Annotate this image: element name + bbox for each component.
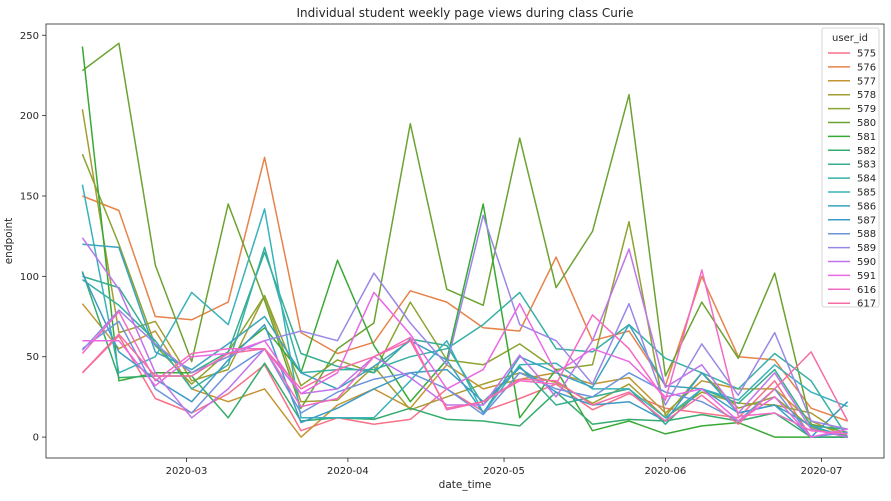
- series-line-578: [81, 109, 849, 438]
- legend-label-584: 584: [857, 174, 876, 185]
- series-line-579: [81, 153, 848, 438]
- series-line-580: [81, 42, 848, 434]
- series-line-576: [82, 156, 848, 422]
- legend-label-616: 616: [857, 285, 876, 296]
- y-tick-label: 150: [20, 191, 39, 202]
- legend-label-577: 577: [857, 76, 876, 87]
- y-axis-title: endpoint: [3, 218, 15, 265]
- x-tick-label: 2020-03: [166, 466, 208, 477]
- legend-label-590: 590: [857, 257, 876, 268]
- legend: user_id 575 576 577 578 579 580 581 582 583 584 58…: [821, 27, 880, 310]
- legend-label-581: 581: [857, 132, 876, 143]
- series-line-616: [81, 269, 848, 435]
- series-line-585: [81, 184, 848, 419]
- series-line-587: [81, 272, 849, 438]
- legend-label-582: 582: [857, 146, 876, 157]
- legend-label-591: 591: [857, 271, 876, 282]
- y-tick-label: 50: [26, 352, 39, 363]
- x-axis-title: date_time: [439, 479, 492, 491]
- x-tick-label: 2020-07: [801, 466, 843, 477]
- legend-label-575: 575: [857, 49, 876, 60]
- y-tick-label: 200: [20, 111, 39, 122]
- x-tick-label: 2020-04: [327, 466, 369, 477]
- legend-label-586: 586: [857, 201, 876, 212]
- y-tick-label: 250: [20, 31, 39, 42]
- legend-label-578: 578: [857, 90, 876, 101]
- x-tick-label: 2020-06: [644, 466, 686, 477]
- legend-label-587: 587: [857, 215, 876, 226]
- y-tick-label: 0: [33, 433, 39, 444]
- series-line-588: [81, 320, 848, 438]
- series-line-591: [82, 291, 848, 438]
- legend-label-585: 585: [857, 188, 876, 199]
- legend-label-583: 583: [857, 160, 876, 171]
- legend-label-589: 589: [857, 243, 876, 254]
- legend-label-580: 580: [857, 118, 876, 129]
- series-line-584: [81, 246, 849, 438]
- legend-label-588: 588: [857, 229, 876, 240]
- legend-label-579: 579: [857, 104, 876, 115]
- chart-title: Individual student weekly page views dur…: [297, 6, 634, 20]
- y-tick-label: 100: [20, 272, 39, 283]
- legend-label-576: 576: [857, 62, 876, 73]
- series-line-617: [81, 333, 849, 425]
- legend-label-617: 617: [857, 299, 876, 310]
- plot-frame: [45, 23, 885, 459]
- x-tick-label: 2020-05: [483, 466, 525, 477]
- series-line-582: [81, 271, 848, 438]
- legend-box: [821, 27, 880, 308]
- legend-title: user_id: [832, 33, 868, 44]
